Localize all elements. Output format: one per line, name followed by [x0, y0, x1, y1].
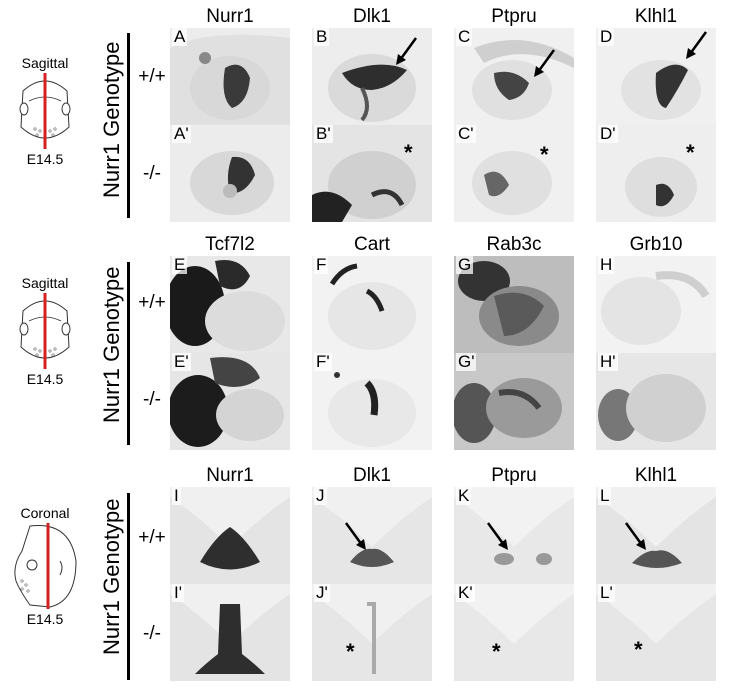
panel-label: A	[172, 28, 188, 46]
genotype-row-ko: -/-	[143, 623, 161, 644]
image-panel: K	[454, 487, 574, 584]
genotype-axis-title: Nurr1 Genotype	[99, 41, 124, 198]
inset-plane-label: Sagittal	[21, 275, 69, 291]
panel-label: K'	[456, 584, 475, 602]
genotype-bar	[127, 262, 130, 445]
genotype-axis-title: Nurr1 Genotype	[99, 498, 124, 655]
panel-label: G	[456, 256, 474, 274]
image-panel: C	[454, 28, 574, 125]
panel-label: B	[314, 28, 330, 46]
panel-label: L'	[598, 584, 615, 602]
gene-header: Klhl1	[634, 6, 678, 27]
absence-marker: *	[404, 140, 413, 165]
absence-marker: *	[634, 637, 643, 662]
absence-marker: *	[540, 142, 549, 167]
sagittal-head-diagram-icon	[19, 293, 71, 369]
image-panel: A'	[170, 125, 290, 222]
image-panel: B	[312, 28, 432, 125]
gene-header: Rab3c	[486, 234, 542, 255]
image-panel: H	[596, 256, 716, 353]
gene-header: Nurr1	[206, 6, 254, 27]
image-panel: J' *	[312, 584, 432, 681]
genotype-axis-title: Nurr1 Genotype	[99, 266, 124, 423]
image-panel: I	[170, 487, 290, 584]
panel-label: C'	[456, 125, 476, 143]
gene-header: Cart	[354, 234, 390, 255]
panel-label: F	[314, 256, 329, 274]
genotype-row-ko: -/-	[143, 163, 161, 184]
image-panel: B' *	[312, 125, 432, 222]
image-panel: J	[312, 487, 432, 584]
gene-header: Ptpru	[491, 465, 537, 486]
gene-header: Tcf7l2	[205, 234, 255, 255]
panel-label: L	[598, 487, 612, 505]
arrow-icon	[344, 522, 366, 550]
genotype-row-wt: +/+	[138, 292, 166, 313]
panel-label: C	[456, 28, 473, 46]
image-panel: D' *	[596, 125, 716, 222]
panel-label: I	[172, 487, 181, 505]
genotype-row-ko: -/-	[143, 389, 161, 410]
arrow-icon	[396, 37, 418, 65]
genotype-row-wt: +/+	[138, 527, 166, 548]
genotype-bar	[127, 493, 130, 680]
image-panel: A	[170, 28, 290, 125]
inset-age-label: E14.5	[26, 611, 64, 627]
panel-label: H	[598, 256, 615, 274]
image-panel: L' *	[596, 584, 716, 681]
arrow-icon	[486, 522, 508, 550]
panel-label: D'	[598, 125, 618, 143]
absence-marker: *	[346, 639, 355, 664]
image-panel: E'	[170, 353, 290, 450]
panel-label: J	[314, 487, 327, 505]
panel-label: E	[172, 256, 188, 274]
inset-coronal: Coronal E14.5	[2, 505, 88, 627]
inset-sagittal-1: Sagittal E14.5	[2, 55, 88, 167]
gene-header: Klhl1	[634, 465, 678, 486]
panel-label: A'	[172, 125, 191, 143]
image-panel: F'	[312, 353, 432, 450]
coronal-head-diagram-icon	[14, 523, 77, 609]
gene-header: Ptpru	[491, 6, 537, 27]
panel-label: I'	[172, 584, 184, 602]
gene-header: Grb10	[629, 234, 683, 255]
panel-label: E'	[172, 353, 191, 371]
image-panel: H'	[596, 353, 716, 450]
image-panel: G	[454, 256, 574, 353]
panel-label: K	[456, 487, 472, 505]
inset-plane-label: Coronal	[20, 505, 70, 521]
panel-label: B'	[314, 125, 333, 143]
absence-marker: *	[492, 639, 501, 664]
image-panel: D	[596, 28, 716, 125]
inset-age-label: E14.5	[26, 151, 64, 167]
arrow-icon	[686, 31, 708, 59]
inset-sagittal-2: Sagittal E14.5	[2, 275, 88, 387]
arrow-icon	[624, 522, 646, 550]
sagittal-head-diagram-icon	[19, 73, 71, 149]
image-panel: G'	[454, 353, 574, 450]
image-panel: I'	[170, 584, 290, 681]
gene-header: Nurr1	[206, 465, 254, 486]
inset-age-label: E14.5	[26, 371, 64, 387]
image-panel: F	[312, 256, 432, 353]
image-panel: K' *	[454, 584, 574, 681]
image-panel: C' *	[454, 125, 574, 222]
image-panel: E	[170, 256, 290, 353]
panel-label: F'	[314, 353, 332, 371]
arrow-icon	[534, 49, 556, 77]
panel-label: H'	[598, 353, 618, 371]
inset-plane-label: Sagittal	[21, 55, 69, 71]
panel-label: G'	[456, 353, 477, 371]
gene-header: Dlk1	[352, 465, 391, 486]
gene-header: Dlk1	[352, 6, 391, 27]
panel-label: D	[598, 28, 615, 46]
genotype-bar	[127, 33, 130, 218]
image-panel: L	[596, 487, 716, 584]
genotype-row-wt: +/+	[138, 66, 166, 87]
panel-label: J'	[314, 584, 330, 602]
absence-marker: *	[686, 140, 695, 165]
